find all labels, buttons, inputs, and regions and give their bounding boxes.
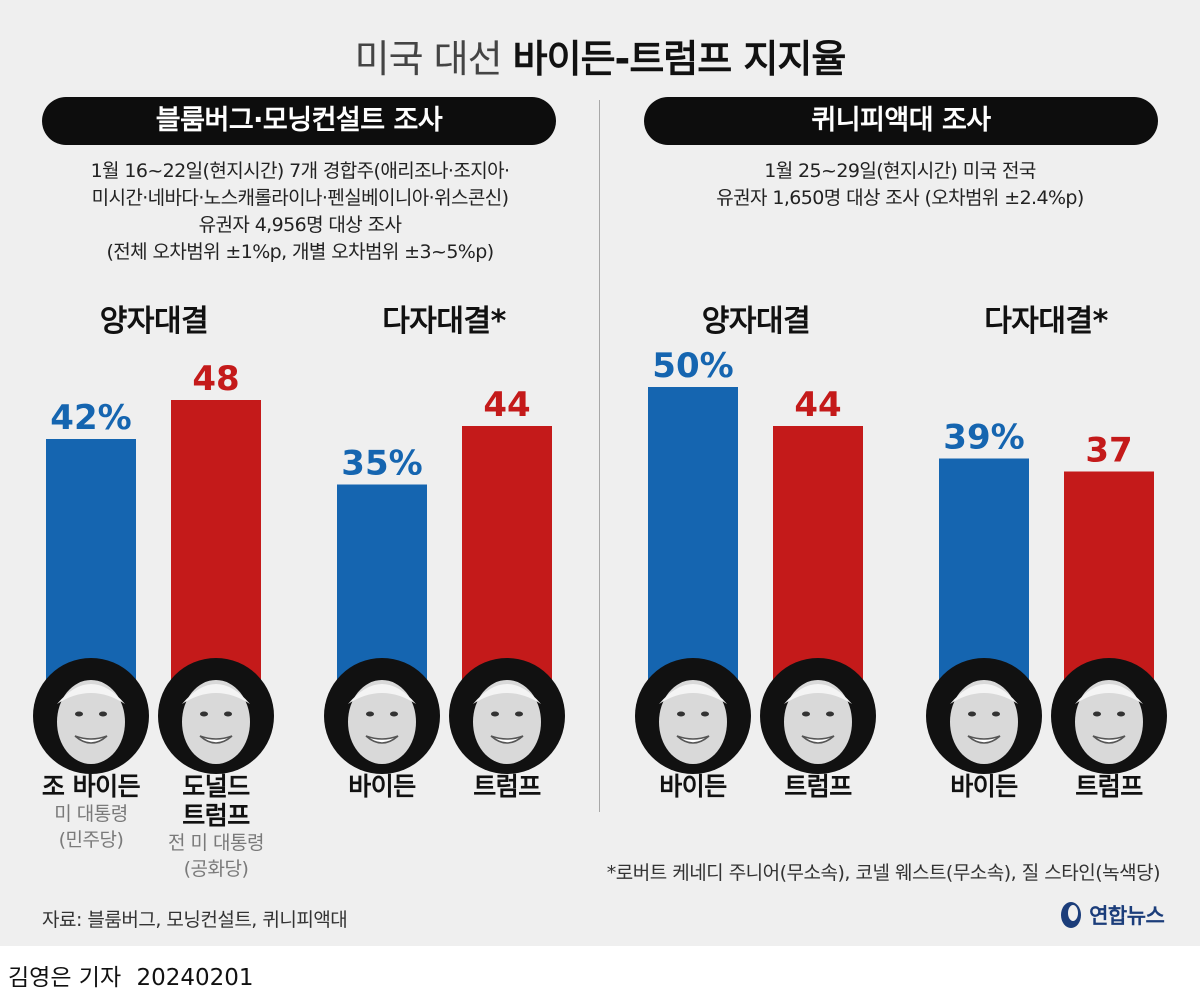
left-desc-line-4: (전체 오차범위 ±1%p, 개별 오차범위 ±3~5%p) (106, 241, 494, 263)
left-desc-line-2: 미시간·네바다·노스캐롤라이나·펜실베이니아·위스콘신) (91, 187, 509, 209)
candidate-role: 미 대통령 (54, 803, 128, 825)
left-desc-line-1: 1월 16~22일(현지시간) 7개 경합주(애리조나·조지아· (90, 160, 510, 182)
biden-bar-3 (648, 387, 738, 712)
biden-value-label-1: 42% (50, 398, 131, 438)
yonhap-logo-text: 연합뉴스 (1089, 904, 1165, 928)
byline: 김영은 기자 20240201 (8, 958, 254, 992)
short-name-biden-4: 바이든 (950, 772, 1018, 801)
candidate-party: (민주당) (58, 829, 124, 851)
bar-charts: 42% 48 35% 44 50% 44 39% 37 (33, 346, 1167, 774)
trump-portrait-2 (449, 658, 565, 774)
biden-portrait-4 (926, 658, 1042, 774)
byline-author: 김영은 기자 (8, 965, 122, 991)
left-survey-description: 1월 16~22일(현지시간) 7개 경합주(애리조나·조지아· 미시간·네바다… (0, 158, 600, 266)
short-name-trump-2: 트럼프 (473, 772, 541, 801)
candidate-name: 조 바이든 (41, 772, 141, 801)
left-survey-pill: 블룸버그·모닝컨설트 조사 (42, 97, 556, 145)
yonhap-logo-icon (1061, 902, 1081, 928)
biden-portrait-3 (635, 658, 751, 774)
short-name-trump-4: 트럼프 (1075, 772, 1143, 801)
trump-portrait-4 (1051, 658, 1167, 774)
page-title: 미국 대선 바이든-트럼프 지지율 (0, 28, 1200, 83)
trump-portrait-3 (760, 658, 876, 774)
short-name-biden-2: 바이든 (348, 772, 416, 801)
right-desc-line-2: 유권자 1,650명 대상 조사 (오차범위 ±2.4%p) (716, 187, 1084, 209)
biden-portrait-2 (324, 658, 440, 774)
infographic-card: 미국 대선 바이든-트럼프 지지율 블룸버그·모닝컨설트 조사 1월 16~22… (0, 0, 1200, 946)
candidate-trump-label: 도널드 트럼프 전 미 대통령 (공화당) (146, 772, 286, 882)
source: 자료: 블룸버그, 모닝컨설트, 퀴니피액대 (42, 909, 348, 931)
candidate-biden-label: 조 바이든 미 대통령 (민주당) (31, 772, 151, 853)
panel-divider (599, 100, 600, 812)
title-bold: 바이든-트럼프 지지율 (512, 37, 847, 81)
trump-value-label-3: 44 (794, 385, 841, 425)
trump-value-label-1: 48 (192, 359, 239, 399)
candidate-role: 전 미 대통령 (168, 832, 264, 854)
trump-value-label-4: 37 (1085, 431, 1132, 471)
candidate-party: (공화당) (183, 858, 249, 880)
trump-portrait-1 (158, 658, 274, 774)
biden-portrait-1 (33, 658, 149, 774)
biden-value-label-3: 50% (652, 346, 733, 386)
right-survey-pill: 퀴니피액대 조사 (644, 97, 1158, 145)
group-label-head-to-head-left: 양자대결 (99, 304, 209, 339)
biden-value-label-4: 39% (943, 418, 1024, 458)
biden-value-label-2: 35% (341, 444, 422, 484)
right-desc-line-1: 1월 25~29일(현지시간) 미국 전국 (764, 160, 1036, 182)
trump-value-label-2: 44 (483, 385, 530, 425)
left-desc-line-3: 유권자 4,956명 대상 조사 (198, 214, 402, 236)
short-name-biden-3: 바이든 (659, 772, 727, 801)
right-survey-description: 1월 25~29일(현지시간) 미국 전국 유권자 1,650명 대상 조사 (… (600, 158, 1200, 212)
title-light: 미국 대선 (354, 37, 503, 81)
short-name-trump-3: 트럼프 (784, 772, 852, 801)
yonhap-logo: 연합뉴스 (1058, 900, 1165, 930)
candidate-name-line-1: 도널드 (182, 772, 250, 801)
byline-date: 20240201 (136, 965, 254, 991)
group-label-multi-left: 다자대결* (382, 304, 506, 339)
group-label-multi-right: 다자대결* (984, 304, 1108, 339)
group-label-head-to-head-right: 양자대결 (701, 304, 811, 339)
candidate-name-line-2: 트럼프 (182, 801, 250, 830)
footnote: *로버트 케네디 주니어(무소속), 코넬 웨스트(무소속), 질 스타인(녹색… (606, 862, 1161, 884)
